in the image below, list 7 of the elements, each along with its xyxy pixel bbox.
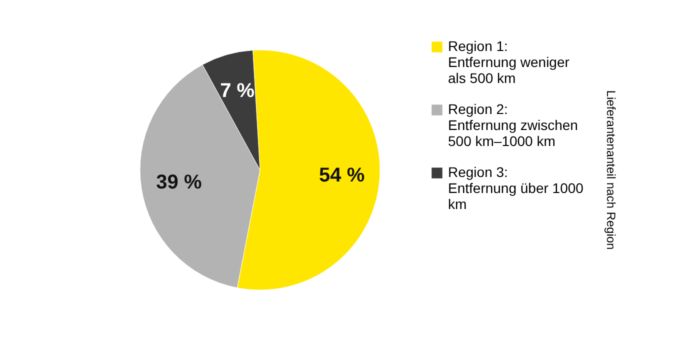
data-label: 7 % [220,80,255,102]
legend-label: Region 2: Entfernung zwischen 500 km–1000 km [448,101,578,149]
legend-label: Region 1: Entfernung weniger als 500 km [448,38,570,86]
data-label: 39 % [156,172,202,194]
text: Lieferantenanteil nach Region [604,90,618,250]
legend-label: Region 3: Entfernung über 1000 km [448,164,584,212]
data-label: 54 % [319,164,365,186]
